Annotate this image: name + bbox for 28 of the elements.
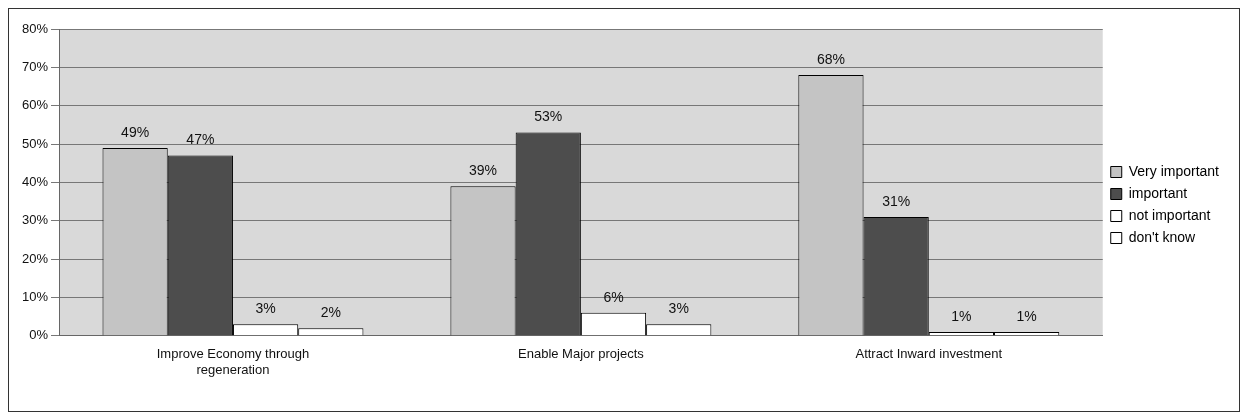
data-label: 2% (320, 303, 341, 320)
y-tick-label: 20% (21, 250, 49, 266)
x-tick-label: Enable Major projects (518, 346, 645, 362)
data-label: 39% (469, 162, 498, 179)
data-label: 6% (603, 288, 624, 305)
y-tick-label: 40% (21, 173, 49, 189)
data-label: 3% (255, 300, 276, 317)
data-label: 3% (668, 300, 689, 317)
data-label: 1% (951, 307, 972, 324)
y-tick-label: 50% (21, 135, 49, 151)
legend-label: don't know (1128, 228, 1197, 245)
y-tick-label: 10% (21, 289, 49, 305)
data-label: 31% (882, 192, 911, 209)
x-tick-label: Improve Economy through regeneration (156, 346, 310, 377)
data-label: 68% (816, 50, 845, 67)
y-tick-label: 70% (21, 58, 49, 74)
y-tick-label: 80% (21, 20, 49, 36)
legend-label: not important (1128, 206, 1211, 223)
data-label: 49% (121, 123, 150, 140)
legend-label: important (1128, 184, 1188, 201)
y-tick-label: 0% (29, 327, 49, 343)
x-tick-label: Attract Inward investment (855, 346, 1003, 362)
data-label: 53% (534, 108, 563, 125)
data-label: 1% (1016, 307, 1037, 324)
y-tick-label: 30% (21, 212, 49, 228)
data-label: 47% (186, 131, 215, 148)
y-tick-label: 60% (21, 97, 49, 113)
legend-label: Very important (1128, 162, 1220, 179)
